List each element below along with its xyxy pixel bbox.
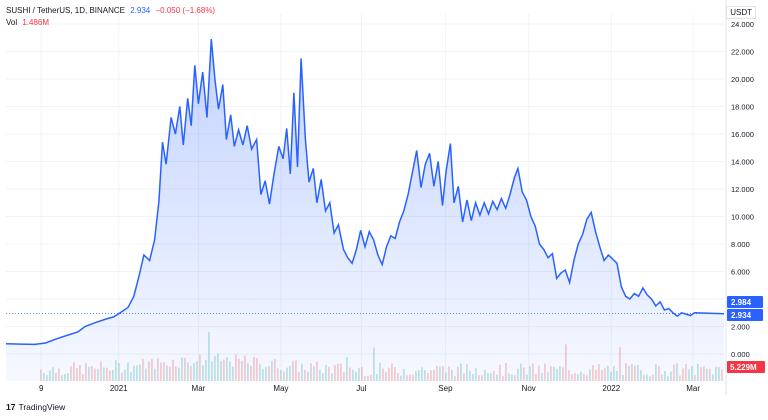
volume-value: 1.486M	[22, 18, 50, 27]
y-tick-label: 8.000	[731, 240, 750, 249]
y-tick-label: 14.000	[731, 158, 754, 167]
x-tick-label: 9	[39, 384, 44, 393]
x-tick-label: Jul	[356, 384, 366, 393]
price-area-fill	[6, 39, 724, 381]
price-line	[5, 39, 725, 346]
y-tick-label: 10.000	[731, 213, 754, 222]
x-tick-label: Sep	[438, 384, 453, 393]
prev-price-label: 2.984	[731, 298, 752, 307]
symbol-title[interactable]: SUSHI / TetherUS, 1D, BINANCE	[6, 6, 125, 15]
y-tick-label: 6.000	[731, 268, 750, 277]
x-tick-label: Nov	[522, 384, 536, 393]
y-tick-label: 24.000	[731, 20, 754, 29]
y-tick-label: 12.000	[731, 185, 754, 194]
price-label-box	[727, 309, 763, 321]
volume-legend: Vol 1.486M	[6, 18, 49, 28]
x-tick-label: Mar	[192, 384, 206, 393]
price-label-box	[727, 296, 763, 308]
last-price: 2.934	[130, 6, 151, 15]
last-price-label: 2.934	[731, 311, 752, 320]
volume-label-box	[727, 361, 765, 373]
x-tick-label: 2022	[602, 384, 620, 393]
volume-axis-label: 5.229M	[730, 363, 757, 372]
x-tick-label: May	[273, 384, 288, 393]
y-tick-label: 18.000	[731, 103, 754, 112]
x-tick-label: 2021	[110, 384, 128, 393]
y-tick-label: 0.000	[731, 350, 750, 359]
tradingview-logo-icon: 17	[6, 402, 16, 412]
y-tick-label: 2.000	[731, 323, 750, 332]
price-change: −0.050 (−1.68%)	[155, 6, 216, 15]
tradingview-brand[interactable]: 17 TradingView	[6, 402, 65, 412]
y-tick-label: 20.000	[731, 75, 754, 84]
chart-legend-header: SUSHI / TetherUS, 1D, BINANCE 2.934 −0.0…	[6, 6, 215, 16]
volume-label[interactable]: Vol	[6, 18, 18, 27]
y-tick-label: 22.000	[731, 48, 754, 57]
brand-text: TradingView	[18, 402, 66, 412]
x-tick-label: Mar	[686, 384, 700, 393]
y-tick-label: 16.000	[731, 130, 754, 139]
currency-button[interactable]: USDT	[726, 6, 756, 19]
